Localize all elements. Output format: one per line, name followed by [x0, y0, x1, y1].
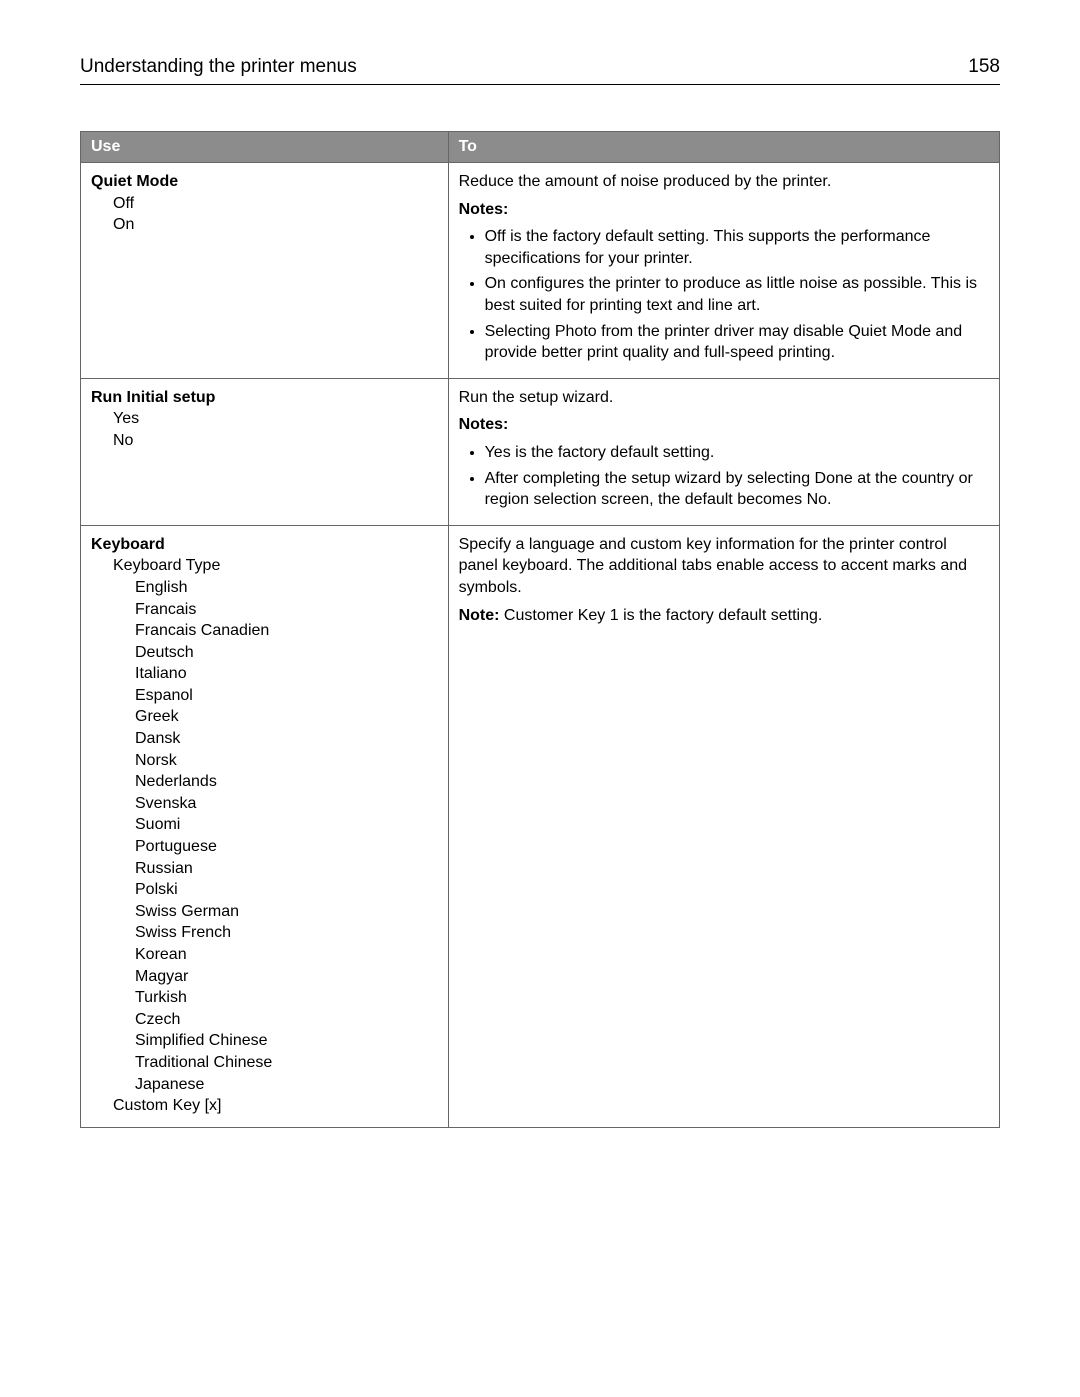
col-header-to: To [448, 132, 999, 163]
note-item: On configures the printer to produce as … [485, 273, 989, 316]
option-value: Francais Canadien [91, 620, 438, 642]
use-cell: Keyboard Keyboard Type English Francais … [81, 525, 449, 1127]
notes-label: Notes: [459, 414, 989, 436]
header-title: Understanding the printer menus [80, 56, 357, 78]
option-value: Greek [91, 706, 438, 728]
option-value: Czech [91, 1009, 438, 1031]
option-title: Run Initial setup [91, 387, 438, 409]
option-value: Korean [91, 944, 438, 966]
note-text: Customer Key 1 is the factory default se… [499, 607, 822, 624]
note-item: Selecting Photo from the printer driver … [485, 321, 989, 364]
use-cell: Quiet Mode Off On [81, 163, 449, 379]
option-value: Dansk [91, 728, 438, 750]
page-header: Understanding the printer menus 158 [80, 56, 1000, 85]
option-value: Off [91, 193, 438, 215]
note-item: Yes is the factory default setting. [485, 442, 989, 464]
table-row: Run Initial setup Yes No Run the setup w… [81, 378, 1000, 525]
option-group: Keyboard Type [91, 555, 438, 577]
option-title: Keyboard [91, 534, 438, 556]
option-value: Italiano [91, 663, 438, 685]
option-value: Swiss French [91, 922, 438, 944]
option-value: Polski [91, 879, 438, 901]
option-value: Norsk [91, 750, 438, 772]
page-number: 158 [968, 56, 1000, 78]
option-value: Turkish [91, 987, 438, 1009]
option-value: Swiss German [91, 901, 438, 923]
option-value: English [91, 577, 438, 599]
table-row: Keyboard Keyboard Type English Francais … [81, 525, 1000, 1127]
option-value: Francais [91, 599, 438, 621]
col-header-use: Use [81, 132, 449, 163]
use-cell: Run Initial setup Yes No [81, 378, 449, 525]
option-value: Japanese [91, 1074, 438, 1096]
note-item: After completing the setup wizard by sel… [485, 468, 989, 511]
option-value: Suomi [91, 814, 438, 836]
notes-label: Notes: [459, 199, 989, 221]
option-value: On [91, 214, 438, 236]
option-value: Deutsch [91, 642, 438, 664]
option-value: Yes [91, 408, 438, 430]
to-cell: Reduce the amount of noise produced by t… [448, 163, 999, 379]
page-container: Understanding the printer menus 158 Use … [0, 0, 1080, 1397]
menu-table: Use To Quiet Mode Off On Reduce the amou… [80, 131, 1000, 1128]
option-value: Simplified Chinese [91, 1030, 438, 1052]
option-group: Custom Key [x] [91, 1095, 438, 1117]
table-header-row: Use To [81, 132, 1000, 163]
note-label: Note: [459, 607, 500, 624]
note-item: Off is the factory default setting. This… [485, 226, 989, 269]
to-cell: Specify a language and custom key inform… [448, 525, 999, 1127]
option-title: Quiet Mode [91, 171, 438, 193]
notes-list: Off is the factory default setting. This… [459, 226, 989, 364]
option-value: Espanol [91, 685, 438, 707]
option-value: Svenska [91, 793, 438, 815]
description-text: Reduce the amount of noise produced by t… [459, 171, 989, 193]
option-value: No [91, 430, 438, 452]
notes-list: Yes is the factory default setting. Afte… [459, 442, 989, 511]
description-text: Specify a language and custom key inform… [459, 534, 989, 599]
option-value: Traditional Chinese [91, 1052, 438, 1074]
table-row: Quiet Mode Off On Reduce the amount of n… [81, 163, 1000, 379]
description-text: Run the setup wizard. [459, 387, 989, 409]
option-value: Magyar [91, 966, 438, 988]
note-inline: Note: Customer Key 1 is the factory defa… [459, 605, 989, 627]
to-cell: Run the setup wizard. Notes: Yes is the … [448, 378, 999, 525]
option-value: Russian [91, 858, 438, 880]
option-value: Nederlands [91, 771, 438, 793]
option-value: Portuguese [91, 836, 438, 858]
keyboard-language-list: English Francais Francais Canadien Deuts… [91, 577, 438, 1095]
